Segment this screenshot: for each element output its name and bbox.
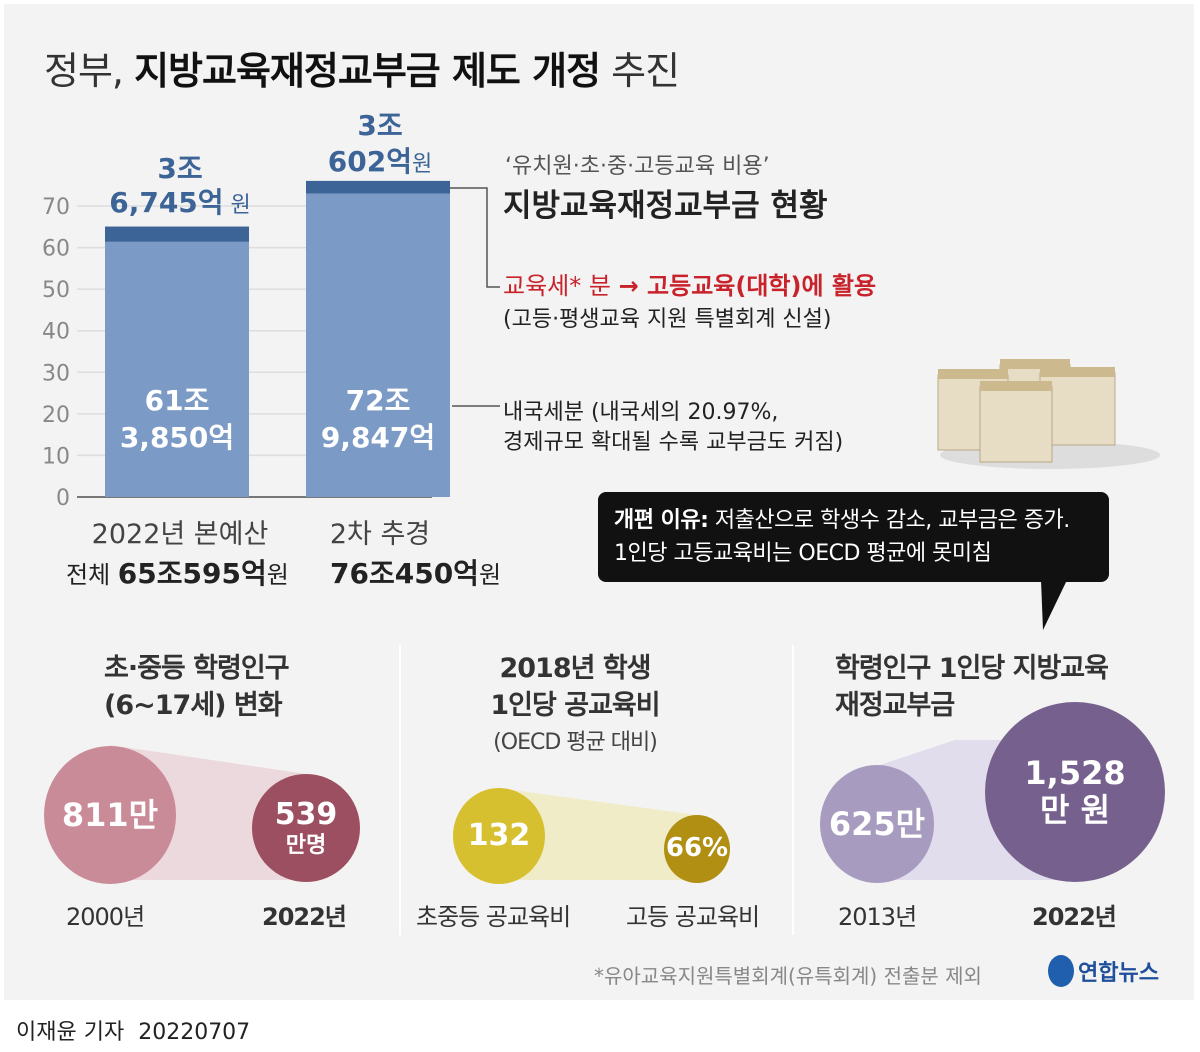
bar1-inner-l2: 3,850억 — [119, 421, 235, 454]
panel2-title: 2018년 학생 1인당 공교육비 (OECD 평균 대비) — [440, 650, 710, 761]
panel2-b-label: 고등 공교육비 — [626, 903, 760, 931]
y-tick-label: 50 — [42, 278, 70, 303]
bar2-inner-l2: 9,847억 — [320, 421, 436, 454]
footnote: *유아교육지원특별회계(유특회계) 전출분 제외 — [594, 964, 982, 988]
bar-segment-internal-tax — [306, 193, 450, 497]
yonhap-logo: 연합뉴스 — [1048, 955, 1159, 987]
panel1-circle-b: 539 만명 — [252, 774, 360, 882]
bubble-line2: 1인당 고등교육비는 OECD 평균에 못미침 — [614, 541, 992, 566]
panel3-title2: 재정교부금 — [835, 690, 955, 721]
panel1-b-label: 2022년 — [262, 903, 347, 931]
bar1-inner-label: 61조 3,850억 — [105, 382, 249, 456]
bar1-top-l1: 3조 — [157, 152, 203, 185]
panel3-a-value: 625만 — [828, 804, 926, 843]
legend-connectors — [450, 187, 500, 407]
edu-tax-note: (고등·평생교육 지원 특별회계 신설) — [503, 307, 832, 332]
bar-segment-internal-tax — [105, 241, 249, 497]
bar2-top-unit: 원 — [411, 152, 433, 177]
y-tick-label: 0 — [56, 486, 70, 511]
title-main: 지방교육재정교부금 제도 개정 — [134, 49, 601, 93]
stacked-bar-chart: 0 10 20 30 40 50 60 70 — [42, 180, 450, 511]
edu-tax-connector — [450, 187, 500, 288]
panel2-a-label: 초중등 공교육비 — [416, 903, 571, 931]
bar2-top-l1: 3조 — [357, 109, 403, 142]
bar-segment-edu-tax — [105, 226, 249, 242]
bar1-top-unit: 원 — [223, 193, 251, 218]
total-2-value: 76조450억 — [330, 557, 479, 590]
bar-segment-edu-tax — [306, 180, 450, 194]
panel1-b-value: 539 — [274, 797, 338, 833]
y-tick-label: 30 — [42, 361, 70, 386]
bar2-inner-label: 72조 9,847억 — [306, 382, 450, 456]
y-tick-label: 20 — [42, 403, 70, 428]
panel2-title1: 2018년 학생 — [499, 653, 651, 684]
reason-speech-bubble: 개편 이유: 저출산으로 학생수 감소, 교부금은 증가. 1인당 고등교육비는… — [598, 492, 1109, 582]
byline-date: 20220707 — [138, 1020, 251, 1045]
bar2-top-l2: 602억 — [327, 145, 412, 178]
panel3-b-unit: 만 원 — [1039, 791, 1111, 829]
logo-text: 연합뉴스 — [1078, 961, 1159, 986]
y-tick-label: 40 — [42, 320, 70, 345]
panel1-b-unit: 만명 — [285, 832, 327, 858]
total-2: 76조450억원 — [330, 552, 501, 592]
legend-heading: 지방교육재정교부금 현황 — [503, 188, 828, 224]
panel3-b-value: 1,528 — [1024, 754, 1126, 793]
panel2-a-value: 132 — [467, 817, 531, 853]
page-title: 정부, 지방교육재정교부금 제도 개정 추진 — [44, 40, 680, 95]
bubble-line1: 저출산으로 학생수 감소, 교부금은 증가. — [708, 508, 1070, 533]
panel3-circle-b: 1,528 만 원 — [985, 702, 1165, 882]
total-1-unit: 원 — [266, 561, 289, 589]
panel2-note: (OECD 평균 대비) — [493, 730, 658, 755]
internal-tax-line1: 내국세분 (내국세의 20.97%, — [503, 400, 779, 425]
logo-mark-icon — [1048, 955, 1074, 987]
y-tick-label: 60 — [42, 237, 70, 262]
edu-tax-use: → 고등교육(대학)에 활용 — [618, 272, 877, 300]
bar1-top-l2: 6,745억 — [109, 186, 224, 219]
x-label-1: 2022년 본예산 — [91, 519, 269, 550]
x-label-2: 2차 추경 — [329, 519, 431, 550]
edu-tax-label: 교육세* 분 → 고등교육(대학)에 활용 — [503, 266, 876, 301]
divider — [399, 645, 401, 935]
panel2-cone — [498, 788, 697, 880]
divider — [792, 645, 794, 935]
money-stack-icon — [937, 359, 1160, 469]
legend-subtitle: ‘유치원·초·중·고등교육 비용’ — [505, 154, 770, 179]
total-2-unit: 원 — [478, 561, 502, 589]
panel3-title1: 학령인구 1인당 지방교육 — [835, 653, 1109, 684]
internal-tax-line2: 경제규모 확대될 수록 교부금도 커짐) — [503, 430, 844, 455]
panel1-title2: (6~17세) 변화 — [104, 690, 283, 721]
byline-author: 이재윤 기자 — [16, 1020, 125, 1045]
panel1-title1: 초·중등 학령인구 — [104, 653, 290, 684]
panel1-circle-a: 811만 — [44, 746, 176, 884]
total-1: 전체 65조595억원 — [66, 552, 289, 592]
panel3-b-label: 2022년 — [1032, 903, 1117, 931]
bar1-inner-l1: 61조 — [144, 384, 210, 417]
bar2-inner-l1: 72조 — [345, 384, 411, 417]
total-1-prefix: 전체 — [66, 561, 118, 589]
panel2-title2: 1인당 공교육비 — [490, 690, 660, 721]
title-suffix: 추진 — [600, 49, 680, 93]
byline: 이재윤 기자 20220707 — [16, 1014, 250, 1046]
panel1-title: 초·중등 학령인구 (6~17세) 변화 — [104, 650, 290, 724]
y-tick-label: 10 — [42, 444, 70, 469]
panel1-a-label: 2000년 — [66, 903, 145, 931]
total-1-value: 65조595억 — [117, 557, 267, 590]
bar1-top-label: 3조 6,745억 원 — [100, 152, 260, 224]
panel2-circle-b: 66% — [664, 815, 730, 883]
y-tick-label: 70 — [42, 195, 70, 220]
bar2-top-label: 3조 602억원 — [300, 108, 460, 184]
panel2-circle-a: 132 — [453, 788, 545, 884]
bubble-label: 개편 이유: — [614, 508, 709, 533]
panel3-circle-a: 625만 — [820, 765, 934, 883]
panel2-b-value: 66% — [665, 833, 729, 864]
edu-tax-name: 교육세* 분 — [503, 272, 611, 300]
panel1-a-value: 811만 — [61, 795, 159, 834]
panel3-a-label: 2013년 — [838, 903, 917, 931]
title-prefix: 정부, — [44, 49, 135, 93]
bubble-tail — [1041, 580, 1067, 630]
